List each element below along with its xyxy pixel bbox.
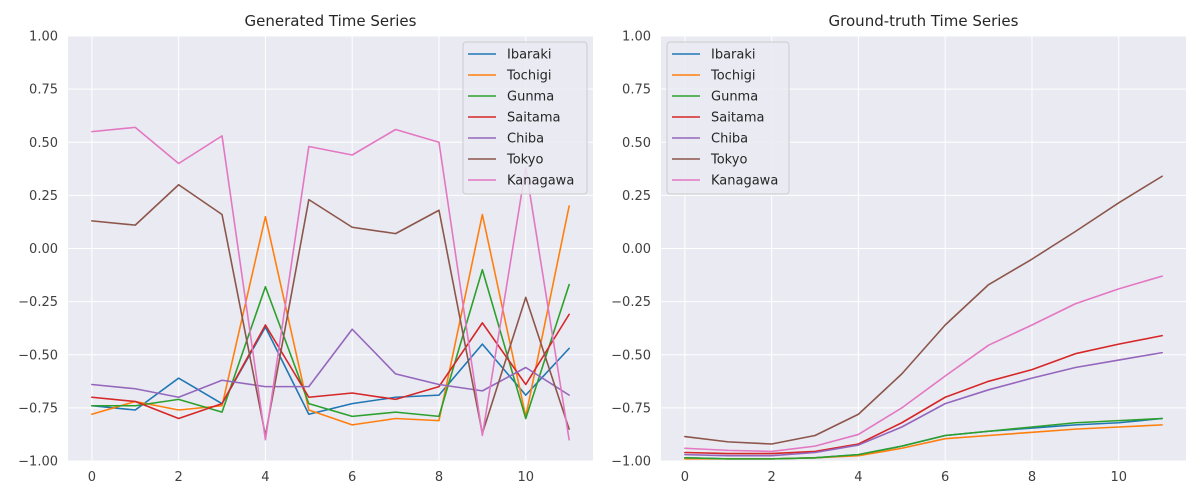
x-tick-label: 6 (941, 470, 949, 485)
series-line-saitama (684, 334, 1163, 455)
x-tick-label: 8 (435, 470, 443, 485)
legend-label: Kanagawa (711, 174, 778, 189)
y-tick-label: 0.50 (29, 136, 58, 151)
legend-label: Tochigi (506, 69, 552, 84)
chart-title: Ground-truth Time Series (829, 12, 1019, 30)
series-line-tochigi (91, 205, 570, 426)
series-line-saitama (91, 313, 570, 420)
x-tick-label: 2 (174, 470, 182, 485)
y-tick-label: 0.75 (622, 83, 651, 98)
y-tick-label: 0.00 (622, 242, 651, 257)
legend-label: Tokyo (710, 153, 747, 168)
y-tick-label: 0.50 (622, 136, 651, 151)
x-tick-label: 6 (348, 470, 356, 485)
ground-truth-chart-panel: −1.00 −0.75 −0.50 −0.25 0.00 0.25 0.50 0.75 1.00… (611, 12, 1186, 485)
legend-label: Saitama (507, 111, 561, 126)
y-tick-label: −0.50 (611, 348, 651, 363)
y-tick-label: 1.00 (29, 30, 58, 45)
y-tick-label: 1.00 (622, 30, 651, 45)
legend: Ibaraki Tochigi Gunma Saitama Chiba Tokyo Kana… (462, 41, 588, 195)
legend-label: Tochigi (710, 69, 756, 84)
x-tick-label: 10 (517, 470, 534, 485)
x-tick-label: 10 (1110, 470, 1127, 485)
y-tick-label: 0.25 (29, 189, 58, 204)
legend-label: Kanagawa (507, 174, 574, 189)
legend-label: Gunma (711, 90, 758, 105)
x-tick-label: 4 (854, 470, 862, 485)
legend-label: Ibaraki (507, 48, 552, 63)
series-line-ibaraki (91, 326, 570, 416)
y-tick-label: 0.00 (29, 242, 58, 257)
legend-label: Ibaraki (711, 48, 756, 63)
legend-label: Tokyo (506, 153, 543, 168)
x-tick-label: 4 (261, 470, 269, 485)
legend-label: Chiba (711, 132, 748, 147)
series-line-tokyo (91, 183, 570, 437)
x-tick-label: 0 (88, 470, 96, 485)
y-tick-label: −1.00 (18, 455, 58, 470)
legend-box (666, 41, 790, 195)
x-tick-label: 2 (767, 470, 775, 485)
legend-label: Chiba (507, 132, 544, 147)
chart-title: Generated Time Series (245, 12, 417, 30)
y-tick-label: −1.00 (611, 455, 651, 470)
y-tick-label: −0.75 (611, 401, 651, 416)
legend: Ibaraki Tochigi Gunma Saitama Chiba Tokyo Kana… (666, 41, 790, 195)
y-tick-label: −0.25 (611, 295, 651, 310)
legend-box (462, 41, 588, 195)
y-tick-label: −0.25 (18, 295, 58, 310)
series-line-tokyo (684, 175, 1163, 445)
legend-label: Gunma (507, 90, 554, 105)
series-line-chiba (684, 351, 1163, 457)
y-tick-label: −0.50 (18, 348, 58, 363)
series-line-gunma (91, 268, 570, 420)
generated-chart-panel: −1.00 −0.75 −0.50 −0.25 0.00 0.25 0.50 0.75 1.00… (18, 12, 593, 485)
x-tick-label: 8 (1028, 470, 1036, 485)
y-tick-label: −0.75 (18, 401, 58, 416)
y-tick-label: 0.25 (622, 189, 651, 204)
y-tick-label: 0.75 (29, 83, 58, 98)
legend-label: Saitama (711, 111, 765, 126)
x-tick-label: 0 (681, 470, 689, 485)
series-line-gunma (684, 417, 1163, 460)
series-line-kanagawa (91, 126, 570, 441)
series-line-kanagawa (684, 275, 1163, 453)
